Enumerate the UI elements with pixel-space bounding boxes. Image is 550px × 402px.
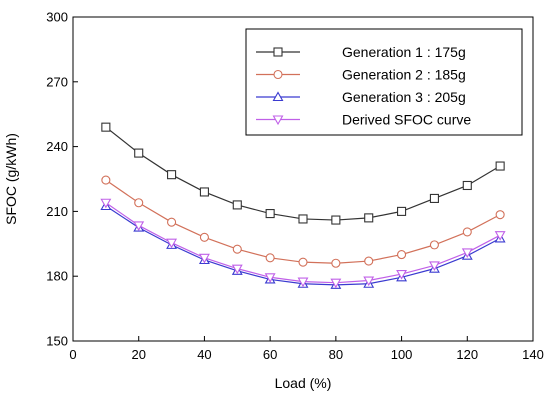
legend-entry-3: Generation 3 : 205g [256, 89, 466, 105]
y-axis: 150 180 210 240 270 300 [46, 10, 78, 349]
data-point [297, 277, 309, 288]
data-point [396, 269, 408, 280]
data-point [232, 244, 242, 254]
data-point [101, 122, 111, 132]
legend-label: Generation 3 : 205g [342, 89, 466, 105]
data-point [298, 214, 308, 224]
data-point [429, 193, 439, 203]
legend-marker [272, 91, 284, 102]
legend-box [245, 28, 523, 136]
legend-entry-4: Derived SFOC curve [256, 112, 471, 128]
data-point [331, 258, 341, 268]
series-1 [101, 122, 505, 225]
x-tick-label: 40 [197, 347, 211, 362]
y-tick-label: 150 [46, 334, 68, 349]
data-point [331, 215, 341, 225]
data-point [133, 221, 145, 232]
legend-entry-1: Generation 1 : 175g [256, 44, 466, 60]
legend-entry-2: Generation 2 : 185g [256, 67, 466, 83]
data-point [199, 232, 209, 242]
x-tick-label: 60 [263, 347, 277, 362]
legend-label: Generation 2 : 185g [342, 67, 466, 83]
legend-marker [272, 115, 284, 126]
data-point [232, 200, 242, 210]
data-point [264, 273, 276, 283]
series-2 [101, 175, 505, 268]
y-tick-label: 210 [46, 204, 68, 219]
y-tick-label: 300 [46, 10, 68, 25]
x-tick-label: 120 [456, 347, 478, 362]
series-4 [100, 198, 506, 289]
x-tick-label: 140 [522, 347, 544, 362]
data-point [134, 148, 144, 158]
data-point [100, 198, 112, 209]
y-tick-label: 180 [46, 269, 68, 284]
data-point [167, 170, 177, 180]
data-point [462, 180, 472, 191]
x-axis-title: Load (%) [275, 375, 332, 391]
data-point [167, 217, 177, 227]
x-tick-label: 20 [131, 347, 145, 362]
data-point [265, 209, 275, 219]
data-point [495, 161, 505, 171]
data-point [198, 253, 210, 264]
data-point [101, 175, 111, 185]
legend-marker [273, 69, 283, 80]
data-point [364, 213, 374, 223]
series-layer [100, 122, 506, 289]
x-tick-label: 80 [329, 347, 343, 362]
data-point [429, 240, 439, 250]
data-point [495, 210, 505, 220]
data-point [199, 187, 209, 197]
data-point [298, 257, 308, 267]
data-point [494, 231, 506, 241]
data-point [462, 227, 472, 237]
data-point [231, 264, 243, 275]
legend: Generation 1 : 175g Generation 2 : 185g Ge… [245, 28, 523, 136]
data-point [428, 261, 440, 272]
y-axis-title: SFOC (g/kWh) [3, 133, 19, 225]
data-point [461, 248, 473, 259]
data-point [265, 253, 275, 263]
data-point [363, 276, 375, 287]
y-tick-label: 240 [46, 139, 68, 154]
data-point [397, 206, 407, 216]
y-tick-label: 270 [46, 74, 68, 89]
legend-label: Generation 1 : 175g [342, 44, 466, 60]
data-point [364, 256, 374, 266]
data-point [330, 278, 342, 289]
legend-label: Derived SFOC curve [342, 112, 471, 128]
data-point [397, 250, 407, 260]
x-tick-label: 0 [69, 347, 76, 362]
x-axis: 0 20 40 60 80 100 120 140 [69, 336, 544, 362]
legend-marker [273, 47, 283, 57]
x-tick-label: 100 [391, 347, 413, 362]
data-point [166, 238, 178, 249]
data-point [134, 198, 144, 208]
